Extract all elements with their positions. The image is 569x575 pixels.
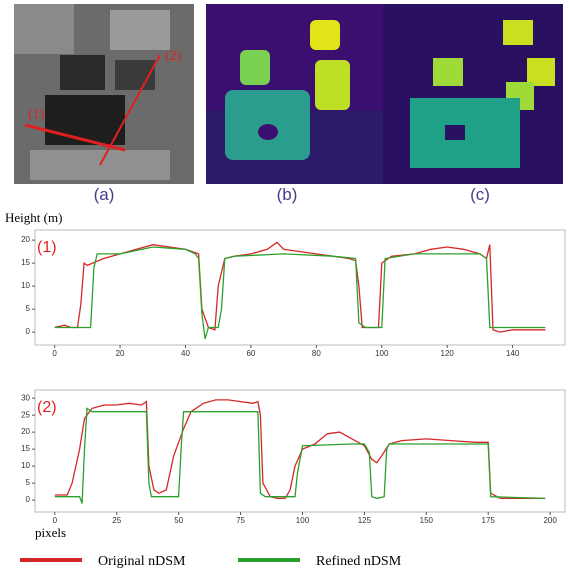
y-tick-label: 0 xyxy=(26,495,31,504)
chart-annotation: (1) xyxy=(37,239,57,256)
y-tick-label: 5 xyxy=(26,304,31,313)
y-tick-label: 25 xyxy=(21,410,30,419)
x-tick-label: 0 xyxy=(52,349,57,358)
page: (1) (2) (a) (b) (c) 05101520020406080100… xyxy=(0,0,569,575)
x-tick-label: 0 xyxy=(53,516,58,525)
x-tick-label: 150 xyxy=(420,516,434,525)
y-tick-label: 15 xyxy=(21,444,30,453)
figure: (1) (2) (a) (b) (c) 05101520020406080100… xyxy=(0,0,569,575)
x-tick-label: 120 xyxy=(441,349,455,358)
panel-annotation: (1) xyxy=(28,107,45,122)
series-line xyxy=(55,408,545,503)
x-tick-label: 100 xyxy=(296,516,310,525)
y-tick-label: 0 xyxy=(26,327,31,336)
y-axis-label: Height (m) xyxy=(5,210,62,225)
series-line xyxy=(55,242,546,332)
x-tick-label: 100 xyxy=(375,349,389,358)
x-tick-label: 60 xyxy=(246,349,255,358)
panel-b-image xyxy=(206,4,386,184)
panel-label: (b) xyxy=(277,185,298,204)
x-tick-label: 200 xyxy=(543,516,557,525)
series-line xyxy=(55,247,546,339)
panel-label: (a) xyxy=(94,185,115,204)
x-tick-label: 140 xyxy=(506,349,520,358)
series-line xyxy=(55,400,545,499)
x-axis-label: pixels xyxy=(35,525,66,540)
panel-label: (c) xyxy=(470,185,490,204)
y-tick-label: 20 xyxy=(21,235,30,244)
y-tick-label: 5 xyxy=(26,478,31,487)
y-tick-label: 15 xyxy=(21,258,30,267)
y-tick-label: 10 xyxy=(21,461,30,470)
x-tick-label: 50 xyxy=(174,516,183,525)
x-tick-label: 75 xyxy=(236,516,245,525)
panel-annotation: (2) xyxy=(165,49,182,64)
panel-c-image xyxy=(383,4,563,184)
y-tick-label: 30 xyxy=(21,393,30,402)
panel-a-image: (1) (2) xyxy=(14,4,194,184)
x-tick-label: 175 xyxy=(482,516,496,525)
x-tick-label: 20 xyxy=(116,349,125,358)
legend-label: Original nDSM xyxy=(98,554,186,569)
x-tick-label: 125 xyxy=(358,516,372,525)
x-tick-label: 25 xyxy=(112,516,121,525)
x-tick-label: 40 xyxy=(181,349,190,358)
chart-annotation: (2) xyxy=(37,399,57,416)
legend-label: Refined nDSM xyxy=(316,554,402,569)
y-tick-label: 10 xyxy=(21,281,30,290)
plot-frame xyxy=(35,390,565,512)
plot-frame xyxy=(35,230,565,345)
y-tick-label: 20 xyxy=(21,427,30,436)
x-tick-label: 80 xyxy=(312,349,321,358)
